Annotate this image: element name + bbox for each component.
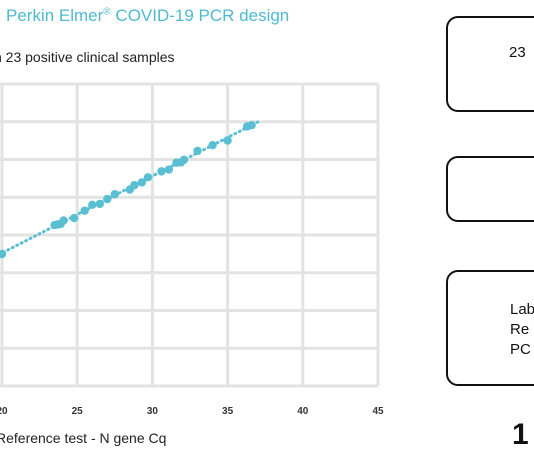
bottom-number: 1 bbox=[512, 418, 529, 451]
data-point bbox=[223, 136, 232, 145]
data-point bbox=[208, 141, 217, 150]
info-box-3-line-2: Re bbox=[510, 321, 530, 338]
x-tick-label: 35 bbox=[222, 406, 234, 417]
data-point bbox=[95, 199, 104, 209]
info-box-3: Lab Re PC bbox=[446, 270, 534, 386]
info-box-1: 23 bbox=[446, 16, 534, 112]
info-box-3-line-1: Lab bbox=[510, 301, 534, 318]
data-point bbox=[130, 181, 139, 190]
chart-grid bbox=[0, 82, 380, 388]
data-point bbox=[0, 249, 7, 259]
data-point bbox=[164, 165, 174, 174]
x-axis-ticks: 20 25 30 35 40 45 bbox=[0, 406, 384, 417]
x-tick-label: 45 bbox=[372, 406, 384, 417]
data-points bbox=[0, 120, 256, 259]
data-point bbox=[103, 194, 112, 204]
x-tick-label: 30 bbox=[147, 406, 159, 417]
chart-subtitle: n 23 positive clinical samples bbox=[0, 49, 175, 65]
data-point bbox=[247, 120, 256, 130]
x-axis-label: Reference test - N gene Cq bbox=[0, 430, 167, 446]
data-point bbox=[88, 200, 97, 209]
data-point bbox=[59, 216, 68, 225]
info-box-2 bbox=[446, 156, 534, 222]
info-box-3-line-3: PC bbox=[510, 341, 531, 358]
data-point bbox=[80, 206, 89, 215]
data-point bbox=[179, 155, 189, 165]
data-point bbox=[110, 190, 120, 199]
data-point bbox=[193, 146, 202, 156]
data-point bbox=[157, 167, 166, 176]
data-point bbox=[69, 213, 79, 223]
x-tick-label: 20 bbox=[0, 406, 8, 417]
data-point bbox=[137, 178, 147, 187]
x-tick-label: 40 bbox=[297, 406, 309, 417]
data-point bbox=[143, 173, 153, 182]
info-box-1-text: 23 bbox=[509, 44, 526, 61]
x-tick-label: 25 bbox=[72, 406, 84, 417]
chart-title: Perkin Elmer® COVID-19 PCR design bbox=[6, 6, 290, 25]
